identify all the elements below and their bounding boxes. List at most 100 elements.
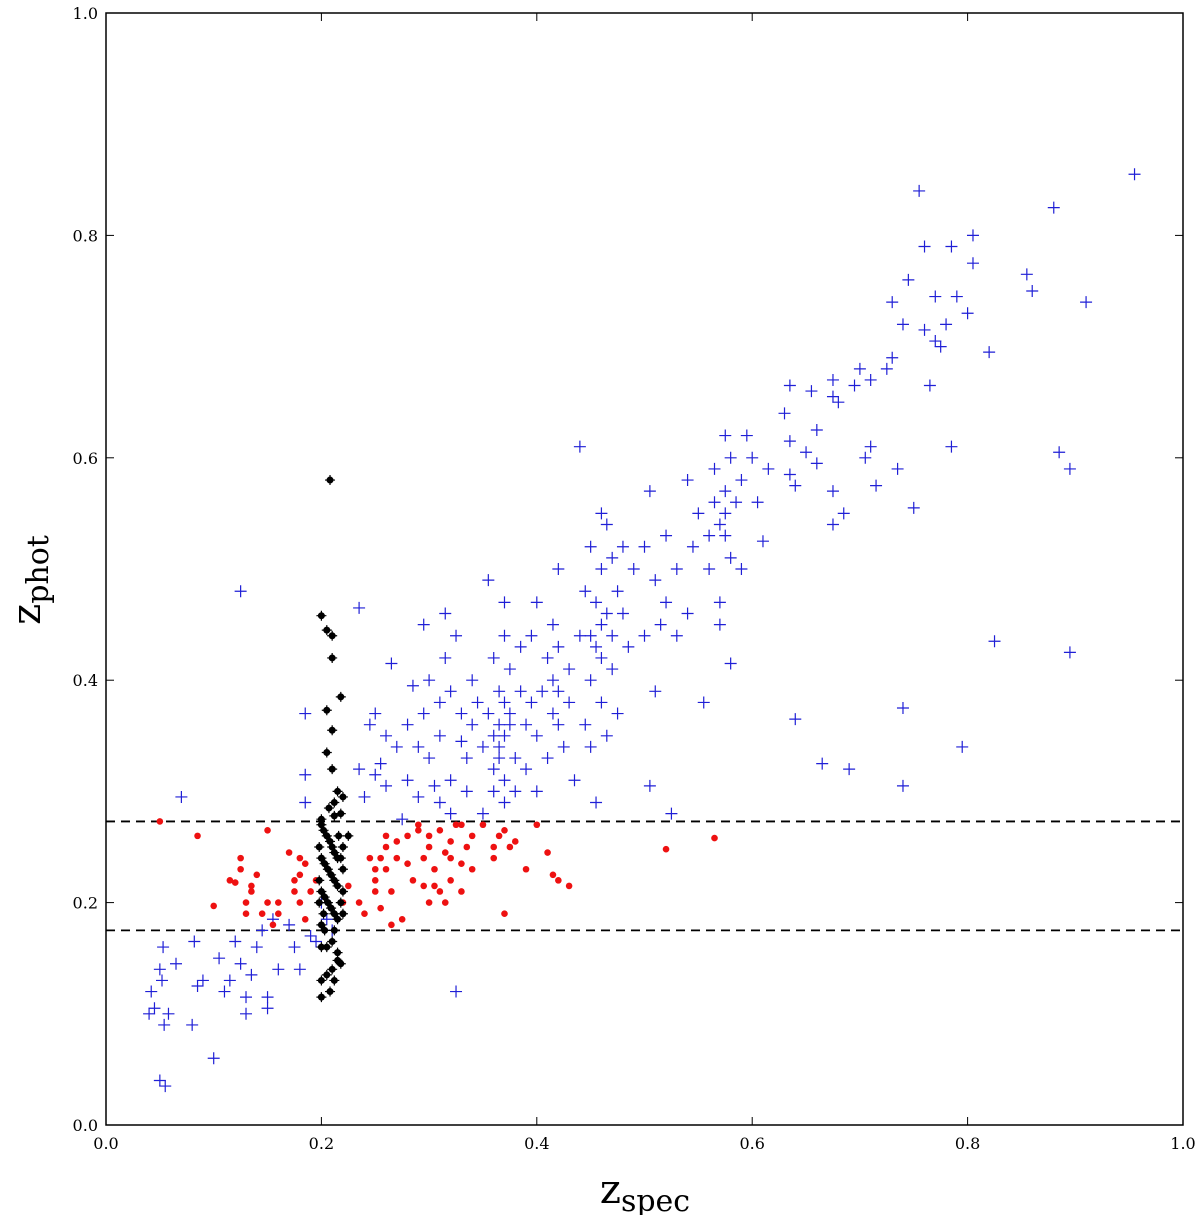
black-point-cross <box>329 925 340 936</box>
plus-point <box>250 941 263 954</box>
black-point-cross <box>327 764 338 775</box>
plus-point <box>299 768 312 781</box>
plus-point <box>423 674 436 687</box>
plus-point <box>191 980 204 992</box>
plus-point <box>261 1002 274 1015</box>
plus-point <box>439 651 452 664</box>
red-point <box>248 882 255 890</box>
red-point <box>420 882 428 890</box>
plus-point <box>401 774 414 787</box>
red-point <box>458 888 465 895</box>
plus-point <box>966 257 979 270</box>
plus-point <box>503 718 516 731</box>
plus-point <box>460 752 473 765</box>
plus-point <box>913 184 926 197</box>
red-point <box>501 827 508 834</box>
plus-point <box>579 718 592 731</box>
plus-point <box>713 596 726 609</box>
black-point-cross <box>321 747 332 758</box>
black-point-cross <box>329 810 340 821</box>
red-point <box>398 915 406 923</box>
black-point <box>329 908 340 919</box>
data-points <box>143 168 1141 1093</box>
red-point <box>441 899 449 906</box>
black-point <box>329 847 340 858</box>
plus-point <box>493 685 506 698</box>
plus-point <box>369 768 382 781</box>
black-point <box>316 992 327 1003</box>
y-tick-labels: 0.0 0.2 0.4 0.6 0.8 1.0 <box>73 4 98 1135</box>
x-axis-title-sub: spec <box>621 1184 690 1215</box>
plus-point <box>649 685 662 698</box>
red-point <box>533 821 541 829</box>
red-point <box>291 888 298 895</box>
red-point <box>248 888 255 895</box>
red-point <box>431 865 438 873</box>
plus-point <box>681 474 694 487</box>
plus-point <box>498 696 511 709</box>
red-point <box>242 899 250 906</box>
black-point-cross <box>321 969 332 980</box>
red-point <box>296 854 304 862</box>
x-axis-title: zspec <box>600 1167 690 1215</box>
black-point <box>329 875 340 886</box>
plus-point <box>145 985 158 998</box>
plus-point <box>918 323 931 336</box>
black-point <box>316 853 327 864</box>
black-point-cross <box>326 903 337 914</box>
plus-point <box>148 1002 161 1015</box>
y-tick-label: 0.2 <box>73 894 98 913</box>
plus-point <box>530 729 543 742</box>
plus-point <box>719 529 732 542</box>
red-point <box>371 865 379 873</box>
red-point <box>285 849 293 856</box>
plus-point <box>162 1007 175 1020</box>
red-point <box>436 888 444 895</box>
red-point <box>447 854 454 862</box>
series-dot-black <box>314 475 354 1003</box>
black-point-cross <box>319 925 330 936</box>
black-point <box>318 908 329 919</box>
black-point <box>314 897 325 908</box>
red-point <box>662 845 670 853</box>
plus-point <box>762 462 775 475</box>
plus-point <box>1053 446 1066 459</box>
black-point-cross <box>326 869 337 880</box>
plus-point <box>606 663 619 676</box>
x-tick-label: 0.0 <box>93 1134 118 1153</box>
black-point <box>321 625 332 636</box>
plus-point <box>493 718 506 731</box>
red-point <box>544 849 551 856</box>
red-point <box>436 827 444 834</box>
red-point <box>495 832 503 840</box>
black-point <box>332 914 343 925</box>
y-tick-label: 0.0 <box>73 1116 98 1135</box>
red-point <box>210 902 217 910</box>
plus-point <box>660 529 673 542</box>
black-point <box>316 886 327 897</box>
black-point-cross <box>332 880 343 891</box>
black-point <box>335 853 346 864</box>
plus-point <box>853 362 866 375</box>
red-point <box>269 921 277 929</box>
plus-point <box>708 496 721 509</box>
black-point <box>327 936 338 947</box>
black-point-cross <box>321 705 332 716</box>
red-point <box>361 910 368 918</box>
red-point <box>194 832 201 840</box>
plus-point <box>563 663 576 676</box>
red-point <box>522 865 530 873</box>
plus-point <box>530 785 543 798</box>
x-tick-label: 0.6 <box>739 1134 764 1153</box>
plus-point <box>417 707 430 720</box>
plus-point <box>450 629 463 642</box>
plus-point <box>358 790 371 803</box>
plus-point <box>514 685 527 698</box>
plus-point <box>439 607 452 620</box>
plus-point <box>940 318 953 331</box>
black-point <box>337 791 348 802</box>
y-tick-label: 0.6 <box>73 449 98 468</box>
black-point <box>329 975 340 986</box>
red-point <box>377 854 384 862</box>
plus-point <box>832 396 845 409</box>
